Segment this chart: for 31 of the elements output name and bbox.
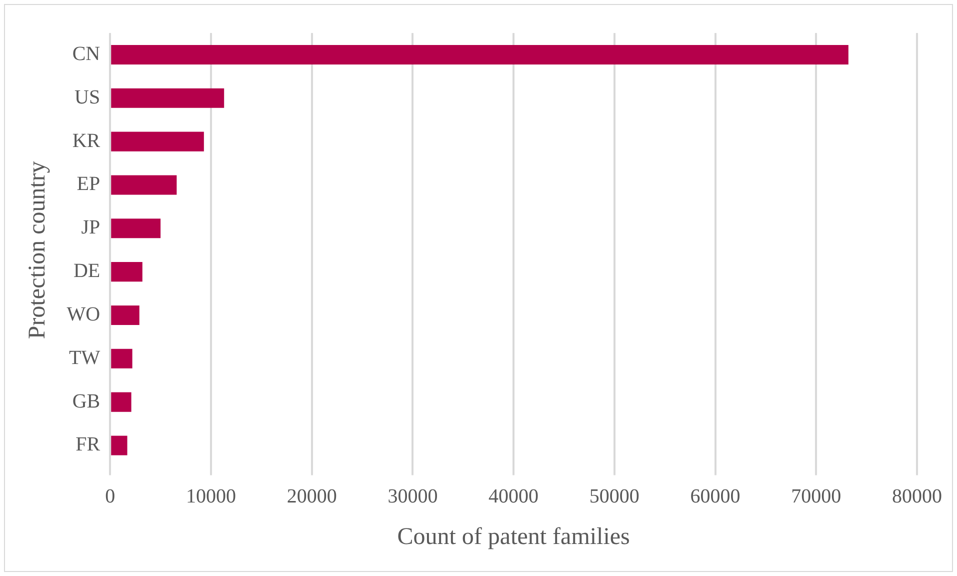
bar — [111, 132, 204, 152]
y-tick-label: GB — [72, 390, 100, 412]
y-tick-label: EP — [76, 173, 100, 196]
y-tick-label: US — [74, 86, 100, 108]
x-tick-label: 50000 — [589, 485, 640, 508]
bar — [111, 218, 161, 238]
x-tick-label: 60000 — [690, 485, 740, 508]
y-tick-label: TW — [69, 346, 100, 369]
y-tick-label: WO — [66, 303, 100, 326]
x-tick-label: 0 — [105, 485, 116, 508]
y-tick-label: JP — [81, 216, 100, 239]
bar — [111, 392, 132, 412]
x-tick-label: 70000 — [791, 485, 842, 508]
y-tick-label: DE — [73, 260, 100, 282]
x-tick-label: 30000 — [388, 485, 438, 508]
y-axis-title: Protection country — [24, 161, 51, 340]
y-tick-label: CN — [72, 42, 100, 65]
x-tick-label: 80000 — [892, 485, 942, 508]
x-tick-label: 10000 — [186, 485, 236, 508]
bar — [111, 262, 142, 282]
x-axis-title: Count of patent families — [397, 524, 630, 550]
x-tick-label: 20000 — [286, 485, 337, 508]
x-tick-label: 40000 — [488, 485, 539, 508]
bar — [111, 305, 140, 325]
y-tick-label: FR — [76, 434, 101, 456]
bar — [111, 175, 177, 195]
bar — [111, 44, 848, 64]
bar — [111, 348, 132, 368]
bar — [111, 436, 128, 456]
bar — [111, 88, 224, 108]
y-tick-label: KR — [72, 130, 101, 152]
